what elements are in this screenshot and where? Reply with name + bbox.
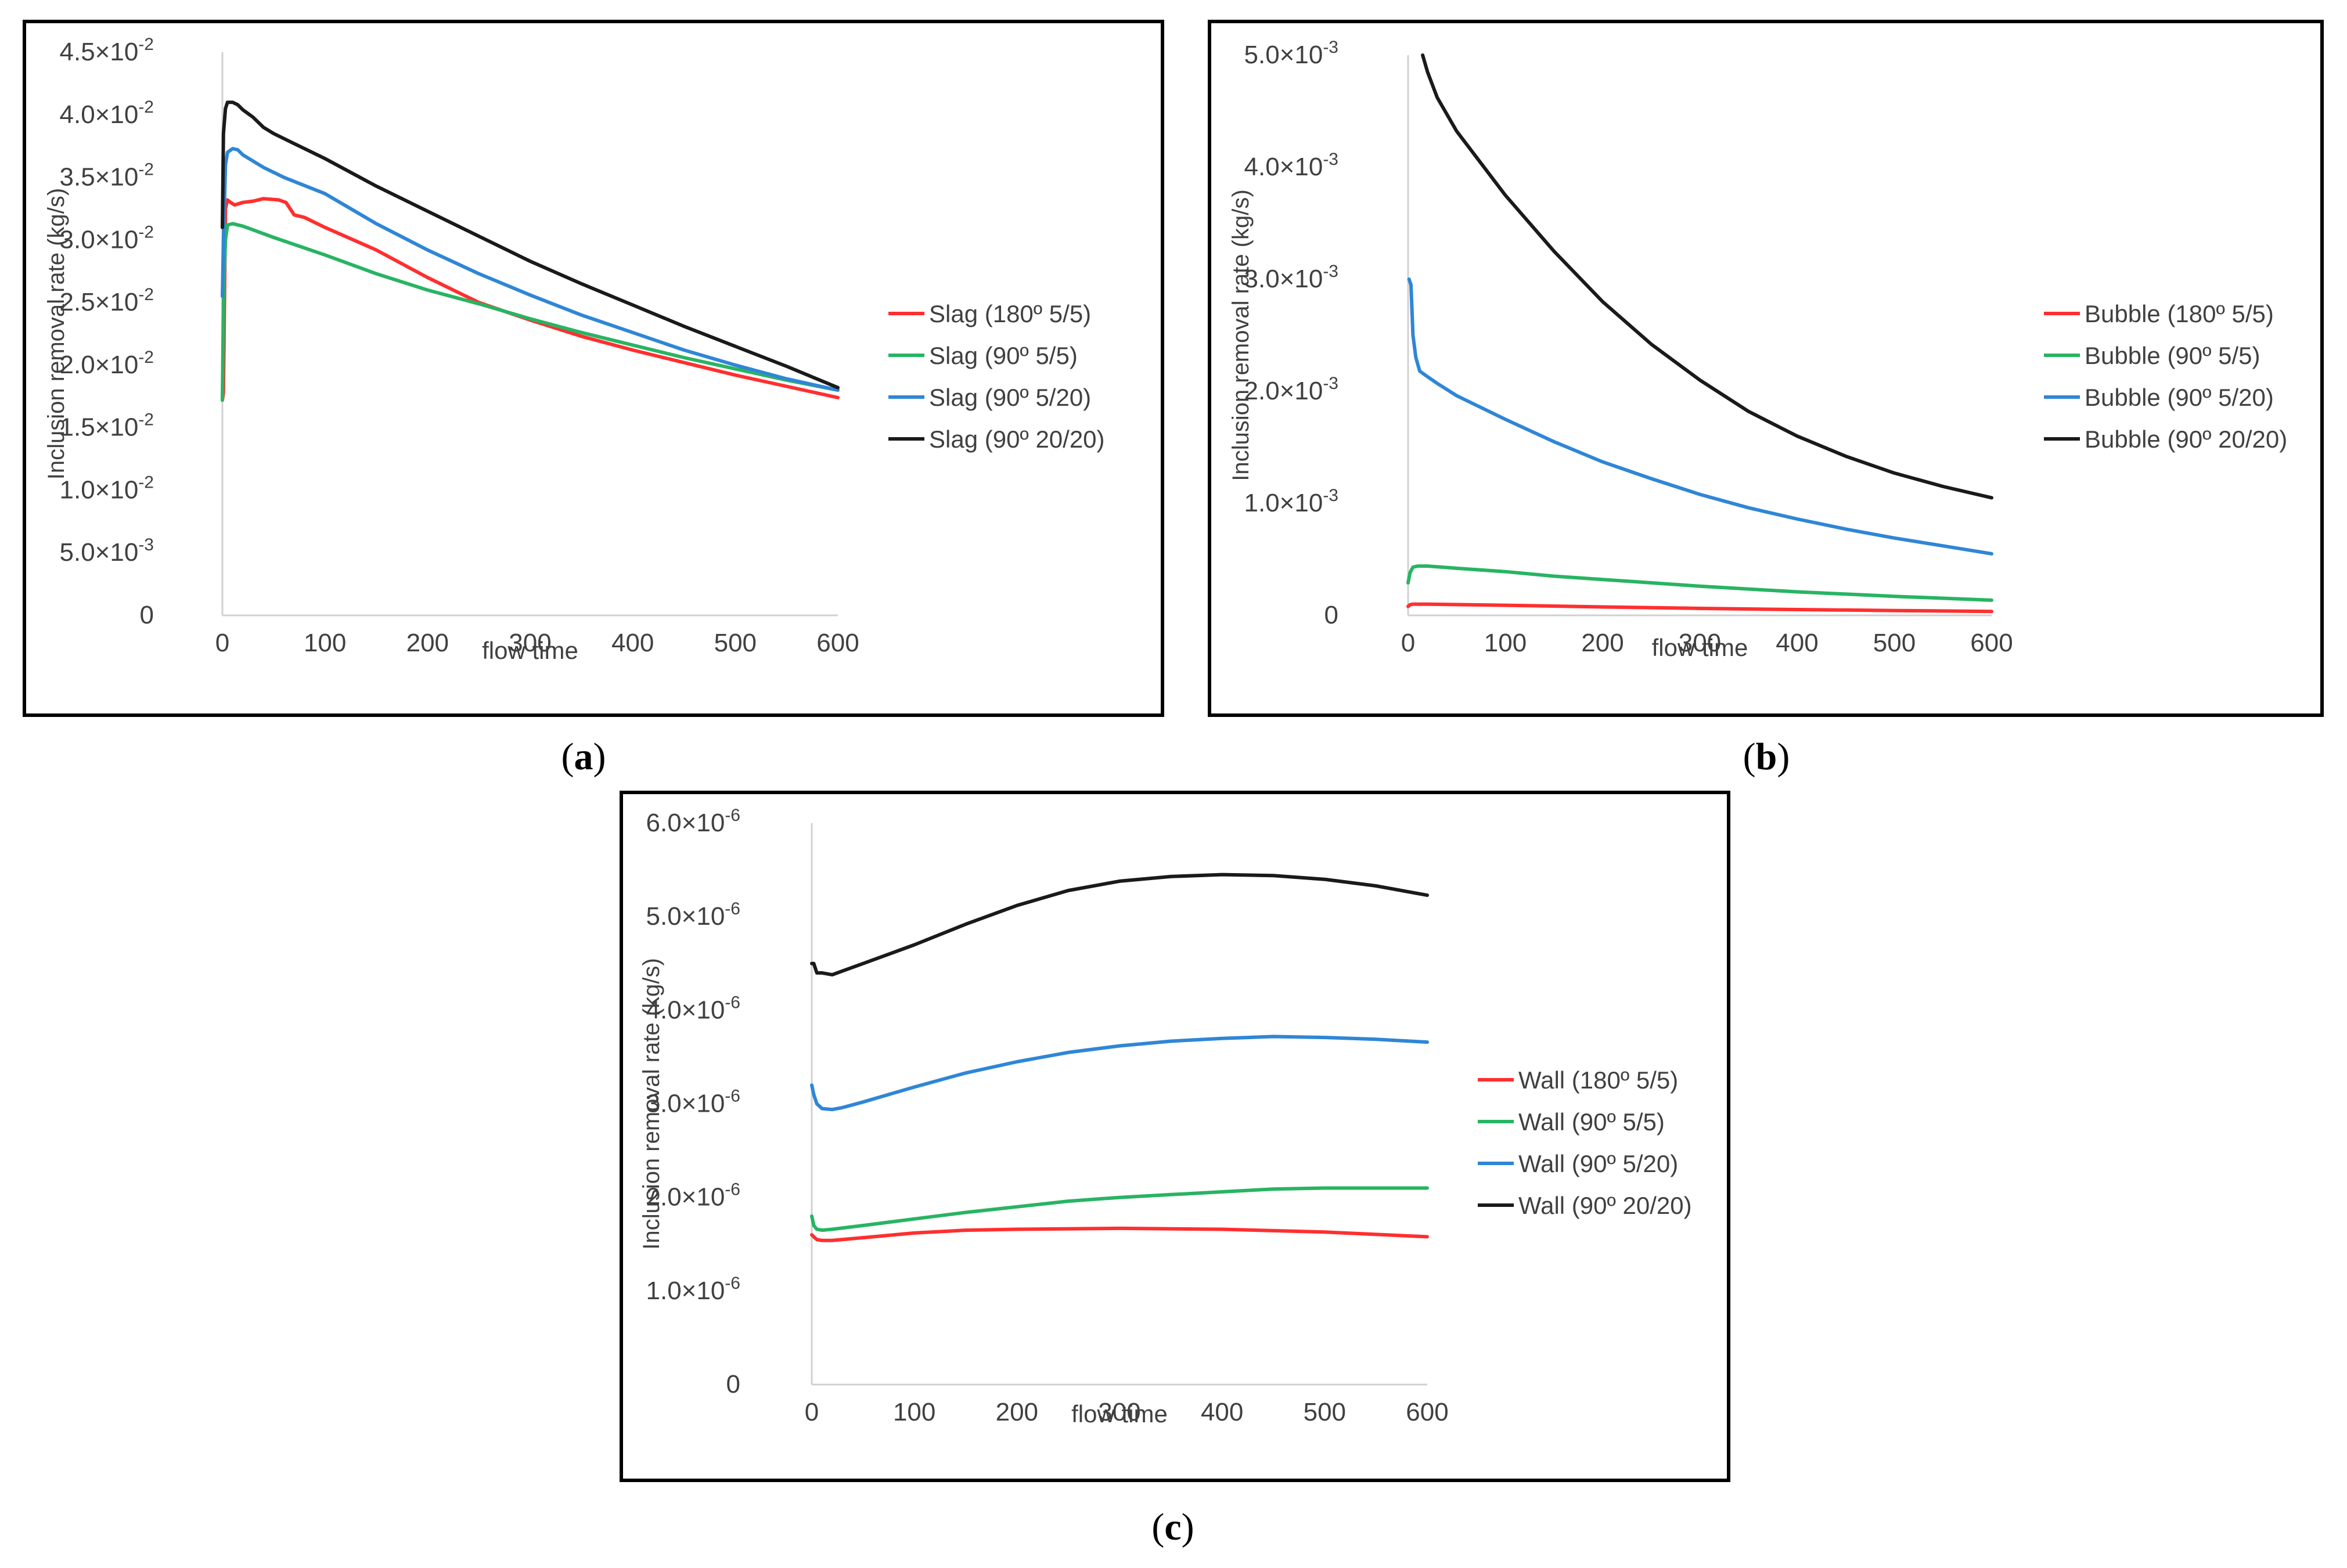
y-tick-label: 2.5×10-2 <box>60 285 154 316</box>
x-axis-title: flow time <box>1652 634 1748 661</box>
y-tick-label: 3.0×10-6 <box>646 1087 741 1118</box>
legend-label: Slag (180º 5/5) <box>929 300 1091 327</box>
legend-label: Wall (90º 5/5) <box>1518 1108 1665 1136</box>
x-tick-label: 600 <box>1970 629 2013 657</box>
y-tick-label: 1.0×10-2 <box>60 473 154 504</box>
y-tick-label: 2.0×10-3 <box>1244 374 1339 405</box>
x-tick-label: 200 <box>996 1398 1038 1426</box>
y-tick-label: 5.0×10-3 <box>1244 38 1339 69</box>
legend-label: Wall (90º 20/20) <box>1518 1192 1692 1219</box>
caption-b-close: ) <box>1777 736 1790 778</box>
x-tick-label: 0 <box>805 1398 819 1426</box>
x-tick-label: 300 <box>509 629 551 657</box>
x-tick-label: 100 <box>304 629 346 657</box>
chart-c: 0 1.0×10-6 2.0×10-6 3.0×10-6 4.0×10-6 5.0×10-… <box>639 806 1692 1428</box>
caption-a-letter: a <box>574 736 593 778</box>
series-line-1 <box>810 1226 1429 1242</box>
legend-label: Slag (90º 5/5) <box>929 342 1078 369</box>
y-tick-label: 1.0×10-6 <box>646 1274 741 1305</box>
x-tick-label: 500 <box>1304 1398 1346 1426</box>
caption-b-letter: b <box>1756 736 1777 778</box>
y-tick-label: 4.5×10-2 <box>60 35 154 66</box>
y-tick-label: 0 <box>140 601 154 629</box>
y-tick-label: 4.0×10-2 <box>60 98 154 129</box>
y-tick-label: 4.0×10-6 <box>646 993 741 1024</box>
series-line-1 <box>1406 602 1993 614</box>
y-tick-label: 3.0×10-3 <box>1244 262 1339 293</box>
x-tick-label: 0 <box>215 629 229 657</box>
series-line-3 <box>810 1034 1429 1112</box>
series-line-2 <box>810 1186 1429 1232</box>
series-line-4 <box>1421 53 1993 500</box>
caption-b-open: ( <box>1743 736 1756 778</box>
panel-b-frame <box>1208 20 2324 717</box>
caption-b: (b) <box>1743 736 1790 778</box>
series-line-3 <box>221 147 840 392</box>
series-line-1 <box>221 197 840 402</box>
y-tick-label: 4.0×10-3 <box>1244 150 1339 181</box>
x-tick-label: 300 <box>1679 629 1721 657</box>
x-tick-label: 600 <box>816 629 859 657</box>
series-line-4 <box>221 100 840 390</box>
y-axis-title: Inclusion removal rate (kg/s) <box>639 958 664 1249</box>
legend-label: Slag (90º 5/20) <box>929 384 1091 411</box>
panel-a-frame <box>23 20 1164 717</box>
legend-label: Bubble (90º 5/20) <box>2085 384 2274 411</box>
x-tick-label: 400 <box>611 629 654 657</box>
series-line-4 <box>810 873 1429 977</box>
x-tick-label: 200 <box>406 629 449 657</box>
x-tick-label: 500 <box>714 629 757 657</box>
x-tick-label: 300 <box>1098 1398 1140 1426</box>
y-tick-label: 6.0×10-6 <box>646 806 741 837</box>
y-axis-title: Inclusion removal rate (kg/s) <box>44 188 69 480</box>
x-tick-label: 500 <box>1873 629 1916 657</box>
legend-label: Bubble (90º 5/5) <box>2085 342 2260 369</box>
x-axis-title: flow time <box>1071 1400 1168 1428</box>
x-tick-label: 600 <box>1406 1398 1448 1426</box>
panel-c-frame <box>620 791 1730 1482</box>
caption-c-open: ( <box>1151 1506 1164 1548</box>
chart-b: 0 1.0×10-3 2.0×10-3 3.0×10-3 4.0×10-3 5.0×10-… <box>1228 38 2287 661</box>
x-tick-label: 100 <box>893 1398 935 1426</box>
caption-c-close: ) <box>1182 1506 1194 1548</box>
legend-label: Bubble (90º 20/20) <box>2085 426 2287 453</box>
y-tick-label: 5.0×10-6 <box>646 899 741 931</box>
y-tick-label: 0 <box>1324 601 1338 629</box>
caption-a: (a) <box>561 736 606 778</box>
chart-a: 0 5.0×10-3 1.0×10-2 1.5×10-2 2.0×10-2 2.5×10-… <box>44 35 1105 664</box>
y-tick-label: 5.0×10-3 <box>60 535 154 567</box>
legend-label: Bubble (180º 5/5) <box>2085 300 2274 327</box>
x-tick-label: 400 <box>1776 629 1818 657</box>
y-tick-label: 1.5×10-2 <box>60 410 154 442</box>
x-tick-label: 100 <box>1484 629 1527 657</box>
y-tick-label: 2.0×10-2 <box>60 348 154 379</box>
x-tick-label: 200 <box>1581 629 1624 657</box>
legend-label: Wall (90º 5/20) <box>1518 1150 1678 1177</box>
x-axis-title: flow time <box>482 637 578 664</box>
y-axis-title: Inclusion removal rate (kg/s) <box>1228 189 1254 481</box>
y-tick-label: 3.5×10-2 <box>60 160 154 192</box>
x-tick-label: 400 <box>1201 1398 1243 1426</box>
series-line-2 <box>1406 564 1993 602</box>
caption-c: (c) <box>1151 1506 1194 1548</box>
x-tick-label: 0 <box>1401 629 1415 657</box>
y-tick-label: 2.0×10-6 <box>646 1180 741 1212</box>
y-tick-label: 1.0×10-3 <box>1244 486 1339 517</box>
caption-c-letter: c <box>1164 1506 1181 1548</box>
legend-label: Wall (180º 5/5) <box>1518 1066 1678 1094</box>
y-tick-label: 0 <box>726 1370 740 1398</box>
caption-a-close: ) <box>593 736 606 778</box>
y-tick-label: 3.0×10-2 <box>60 222 154 254</box>
series-line-2 <box>221 222 840 402</box>
legend-label: Slag (90º 20/20) <box>929 426 1105 453</box>
caption-a-open: ( <box>561 736 574 778</box>
series-line-3 <box>1407 277 1993 556</box>
